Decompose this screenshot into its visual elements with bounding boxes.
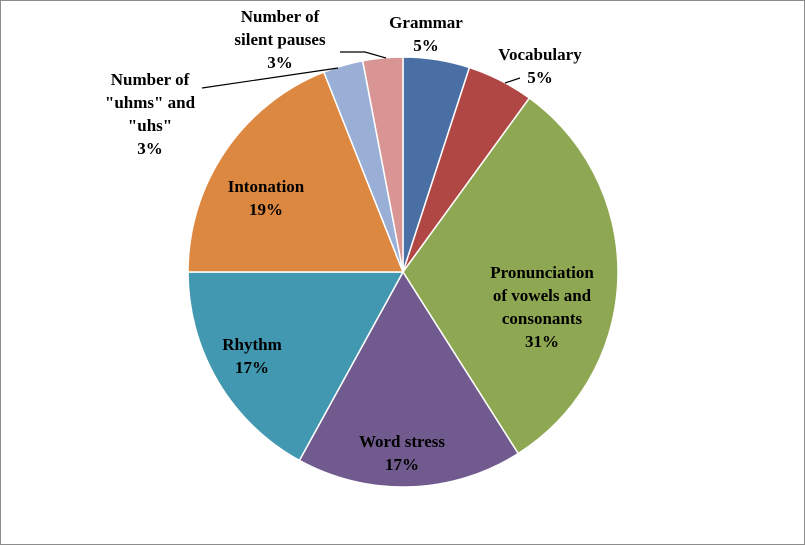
slice-word-stress	[298, 270, 520, 488]
data-labels: Grammar 5% Vocabulary 5% Pronunciation of vow…	[105, 7, 594, 474]
data-label-rhythm: Rhythm 17%	[222, 335, 282, 377]
data-label-category: Number of	[241, 7, 320, 26]
data-label-intonation: Intonation 19%	[228, 177, 305, 219]
pie-slices	[187, 56, 619, 488]
data-label-category: Number of	[111, 70, 190, 89]
data-label-category: Rhythm	[222, 335, 282, 354]
data-label-grammar: Grammar 5%	[389, 13, 463, 55]
data-label-number-of-uhms-and-uhs: Number of "uhms" and "uhs" 3%	[105, 70, 196, 158]
data-label-value: 5%	[413, 36, 439, 55]
data-label-category: "uhs"	[128, 116, 172, 135]
slice-rhythm	[187, 271, 405, 462]
slice-number-of-silent-pauses	[361, 56, 404, 273]
slice-intonation	[187, 71, 405, 273]
data-label-word-stress: Word stress 17%	[359, 432, 445, 474]
data-label-number-of-silent-pauses: Number of silent pauses 3%	[234, 7, 326, 72]
data-label-category: consonants	[502, 309, 583, 328]
data-label-category: Intonation	[228, 177, 305, 196]
data-label-category: of vowels and	[493, 286, 592, 305]
leader-line-number-of-silent-pauses	[340, 51, 387, 59]
data-label-pronunciation-of-vowels-and-consonants: Pronunciation of vowels and consonants 31%	[490, 263, 594, 351]
data-label-value: 31%	[525, 332, 559, 351]
data-label-category: Grammar	[389, 13, 463, 32]
data-label-category: Pronunciation	[490, 263, 594, 282]
data-label-category: Word stress	[359, 432, 445, 451]
data-label-vocabulary: Vocabulary 5%	[498, 45, 582, 87]
data-label-value: 17%	[235, 358, 269, 377]
data-label-category: silent pauses	[234, 30, 326, 49]
data-label-category: Vocabulary	[498, 45, 582, 64]
data-label-value: 3%	[137, 139, 163, 158]
slice-pronunciation-of-vowels-and-consonants	[402, 97, 619, 455]
data-label-value: 17%	[385, 455, 419, 474]
leader-lines	[201, 51, 521, 89]
data-label-value: 3%	[267, 53, 293, 72]
leader-line-vocabulary	[504, 77, 521, 84]
data-label-value: 5%	[527, 68, 553, 87]
data-label-category: "uhms" and	[105, 93, 196, 112]
data-label-value: 19%	[249, 200, 283, 219]
leader-line-number-of-uhms-and-uhs	[201, 67, 339, 89]
